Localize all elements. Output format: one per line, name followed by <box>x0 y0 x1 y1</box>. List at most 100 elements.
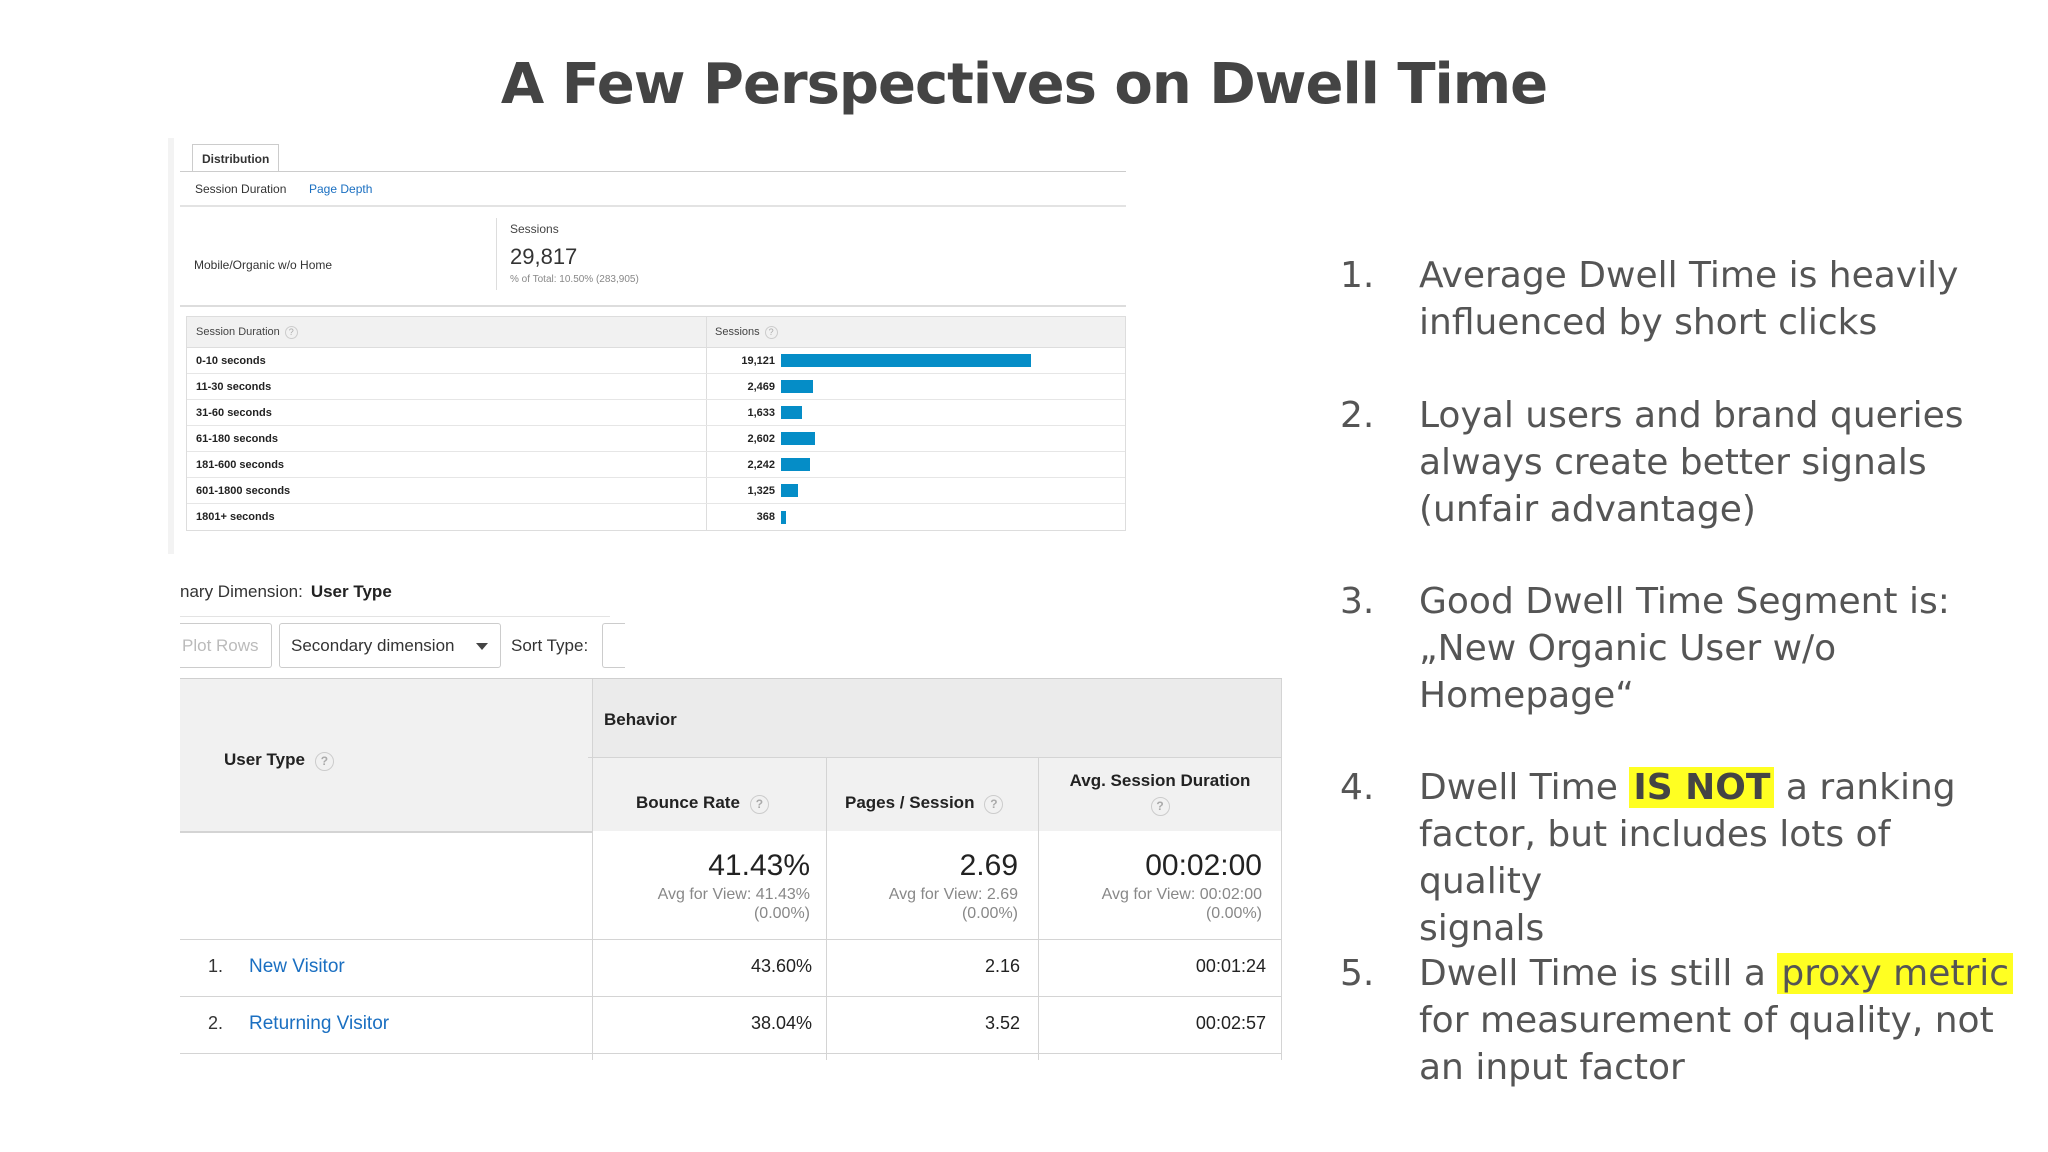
primary-dimension-value[interactable]: User Type <box>310 582 392 601</box>
help-icon[interactable]: ? <box>1150 797 1170 816</box>
duration-label: 1801+ seconds <box>187 504 707 530</box>
table-row: 61-180 seconds 2,602 <box>187 426 1125 452</box>
header-user-type[interactable]: User Type? <box>224 750 334 771</box>
row-new-visitor-link[interactable]: New Visitor <box>249 956 345 977</box>
primary-dimension: nary Dimension: User Type <box>180 582 392 602</box>
row-bounce-rate: 38.04% <box>750 1013 812 1033</box>
table-row: 31-60 seconds 1,633 <box>187 400 1125 426</box>
duration-label: 601-1800 seconds <box>187 478 707 503</box>
sessions-value: 2,242 <box>747 458 775 471</box>
help-icon[interactable]: ? <box>314 752 334 771</box>
sessions-bar <box>781 484 798 497</box>
duration-label: 11-30 seconds <box>187 374 707 399</box>
sessions-value: 1,325 <box>747 484 775 497</box>
col-divider <box>1281 679 1282 1060</box>
section-divider <box>180 305 1126 307</box>
primary-dimension-label: nary Dimension: <box>180 582 303 601</box>
secondary-dimension-select[interactable]: Secondary dimension <box>279 623 501 668</box>
list-number: 2. <box>1340 395 1375 436</box>
help-icon[interactable]: ? <box>764 325 778 339</box>
plot-rows-button[interactable]: Plot Rows <box>180 623 272 668</box>
total-pages-session: 2.69 <box>959 849 1018 882</box>
col-divider <box>1038 757 1039 1060</box>
sessions-value: 2,602 <box>747 432 775 445</box>
row-divider <box>180 939 1282 940</box>
total-duration-avg: Avg for View: 00:02:00 (0.00%) <box>1101 886 1262 922</box>
row-avg-duration: 00:02:57 <box>1195 1013 1266 1033</box>
distribution-table: Session Duration? Sessions? 0-10 seconds… <box>186 316 1126 531</box>
row-avg-duration: 00:01:24 <box>1195 956 1266 976</box>
sessions-bar <box>781 380 813 393</box>
list-text: Dwell Time is still a proxy metric for m… <box>1419 950 2019 1091</box>
sessions-bar <box>781 458 810 471</box>
sessions-bar <box>781 354 1031 367</box>
list-number: 3. <box>1340 581 1375 622</box>
chevron-down-icon <box>476 643 488 650</box>
header-bounce-rate[interactable]: Bounce Rate? <box>636 793 769 814</box>
list-text: Average Dwell Time is heavily influenced… <box>1419 255 1959 343</box>
header-pages-session[interactable]: Pages / Session? <box>845 793 1004 814</box>
highlight-is-not: IS NOT <box>1629 767 1775 808</box>
duration-label: 61-180 seconds <box>187 426 707 451</box>
list-text: Dwell Time IS NOT a ranking factor, but … <box>1419 767 1956 949</box>
sort-type-select[interactable] <box>602 623 625 668</box>
tab-divider <box>180 171 1126 172</box>
col-divider <box>826 757 827 1060</box>
sessions-value: 368 <box>756 511 775 523</box>
sessions-total: 29,817 <box>510 244 578 269</box>
total-bounce-rate: 41.43% <box>708 849 810 882</box>
sort-type-label: Sort Type: <box>511 636 589 655</box>
row-divider <box>180 996 1282 997</box>
row-divider <box>588 757 1282 758</box>
table-row: 0-10 seconds 19,121 <box>187 348 1125 374</box>
duration-label: 0-10 seconds <box>187 348 707 373</box>
sessions-subtext: % of Total: 10.50% (283,905) <box>510 274 639 285</box>
sessions-header: Sessions <box>510 222 559 236</box>
list-number: 4. <box>1340 767 1375 808</box>
sessions-value: 2,469 <box>747 380 775 393</box>
row-divider <box>180 1053 1282 1054</box>
sessions-bar <box>781 510 786 524</box>
help-icon[interactable]: ? <box>284 325 298 339</box>
highlight-proxy-metric: proxy metric <box>1777 953 2014 994</box>
subtab-page-depth[interactable]: Page Depth <box>309 182 373 196</box>
distribution-panel: Distribution Session Duration Page Depth… <box>168 138 1126 554</box>
list-number: 1. <box>1340 255 1375 296</box>
total-avg-duration: 00:02:00 <box>1145 849 1262 882</box>
subtab-divider <box>180 205 1126 207</box>
row-pages-session: 2.16 <box>984 956 1020 976</box>
row-index: 1. <box>208 956 224 976</box>
total-bounce-avg: Avg for View: 41.43% (0.00%) <box>657 886 810 922</box>
row-index: 2. <box>208 1013 224 1033</box>
subtab-session-duration[interactable]: Session Duration <box>195 182 287 196</box>
table-header: Session Duration? Sessions? <box>187 317 1125 348</box>
segment-divider <box>496 218 497 290</box>
list-text: Good Dwell Time Segment is: „New Organic… <box>1419 581 1950 716</box>
toolbar-divider <box>180 616 610 617</box>
segment-label: Mobile/Organic w/o Home <box>194 258 333 272</box>
sessions-bar <box>781 432 815 445</box>
table-row: 1801+ seconds 368 <box>187 504 1125 530</box>
duration-label: 181-600 seconds <box>187 452 707 477</box>
row-pages-session: 3.52 <box>984 1013 1020 1033</box>
secondary-dimension-label: Secondary dimension <box>291 636 455 655</box>
behavior-group-bg <box>592 679 1282 757</box>
header-session-duration[interactable]: Session Duration <box>196 326 280 338</box>
row-returning-visitor-link[interactable]: Returning Visitor <box>249 1013 390 1034</box>
user-type-table: User Type? Behavior Bounce Rate? Pages /… <box>180 678 1282 1060</box>
header-avg-session-duration[interactable]: Avg. Session Duration? <box>1038 771 1282 816</box>
row-bounce-rate: 43.60% <box>750 956 812 976</box>
duration-label: 31-60 seconds <box>187 400 707 425</box>
header-sessions[interactable]: Sessions <box>715 326 760 338</box>
total-pages-avg: Avg for View: 2.69 (0.00%) <box>888 886 1018 922</box>
sessions-value: 1,633 <box>747 406 775 419</box>
sessions-value: 19,121 <box>741 354 775 367</box>
header-underline <box>180 831 592 833</box>
tab-distribution[interactable]: Distribution <box>192 144 280 172</box>
help-icon[interactable]: ? <box>984 795 1004 814</box>
slide-title: A Few Perspectives on Dwell Time <box>500 52 1548 117</box>
table-row: 601-1800 seconds 1,325 <box>187 478 1125 504</box>
help-icon[interactable]: ? <box>749 795 769 814</box>
sessions-bar <box>781 406 802 419</box>
header-behavior: Behavior <box>604 710 677 729</box>
